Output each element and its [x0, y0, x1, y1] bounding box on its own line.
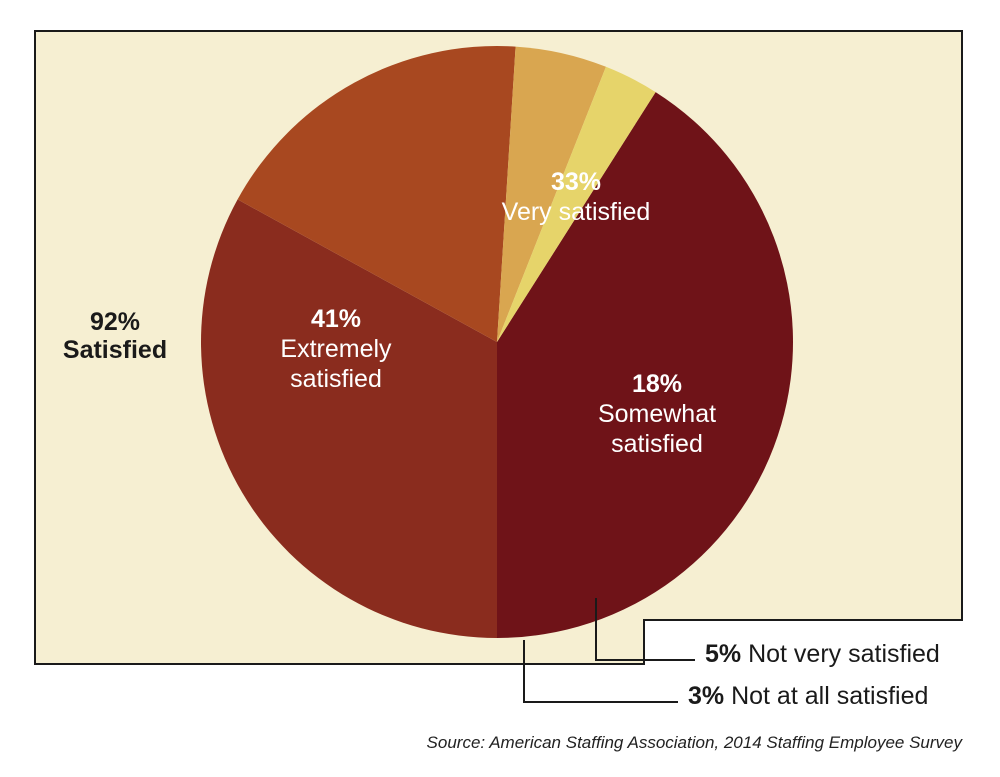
slice-value-label: 18% — [632, 370, 682, 398]
slice-name-label: satisfied — [290, 365, 382, 393]
pie-slice-not-very-satisfied — [497, 46, 606, 343]
source-note: Source: American Staffing Association, 2… — [427, 733, 964, 752]
pie-slice-somewhat-satisfied — [237, 46, 516, 343]
pie-slice-not-at-all-satisfied — [497, 66, 656, 342]
slice-name-label: Extremely — [280, 335, 392, 363]
slice-name-label: Somewhat — [598, 400, 716, 428]
slice-value-label: 41% — [311, 305, 361, 333]
group-value-label: 92% — [90, 308, 140, 336]
slice-value-label: 33% — [551, 168, 601, 196]
pie-slice-extremely-satisfied — [497, 92, 794, 639]
leader-line — [523, 640, 678, 703]
slice-name-label: Very satisfied — [502, 198, 651, 226]
slice-outside-label: 5% Not very satisfied — [705, 640, 940, 668]
slice-name-label: satisfied — [611, 430, 703, 458]
slice-outside-label: 3% Not at all satisfied — [688, 682, 928, 710]
pie-slice-very-satisfied — [200, 199, 497, 638]
group-text-label: Satisfied — [63, 336, 167, 364]
leader-line — [595, 598, 695, 661]
